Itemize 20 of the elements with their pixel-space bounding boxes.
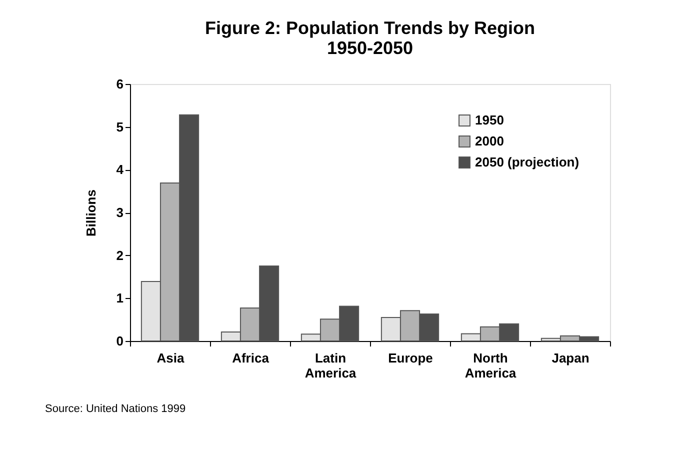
x-tick-label: Europe [388,350,433,366]
y-tick-label: 3 [116,205,124,220]
y-tick-label: 6 [116,76,124,92]
x-tick-label: North America [464,350,517,380]
y-tick-label: 1 [116,290,124,306]
text: Figure 2: Population Trends by Region [204,18,536,38]
y-tick-label: 4 [116,162,124,178]
x-tick-label: Latin America [304,350,357,380]
legend-label: 1950 [475,112,504,128]
legend-label: 2000 [475,134,504,148]
x-tick-label: Africa [232,350,270,366]
y-axis-title: Billions [83,190,98,236]
source-note: Source: United Nations 1999 [45,403,186,415]
y-tick-label: 5 [116,119,124,134]
y-tick-label: 0 [116,334,124,348]
text: 1950-2050 [326,38,414,58]
legend-label: 2050 (projection) [475,154,580,170]
y-tick-label: 2 [116,248,124,263]
x-tick-label: Asia [156,350,185,366]
x-tick-label: Japan [552,350,590,366]
